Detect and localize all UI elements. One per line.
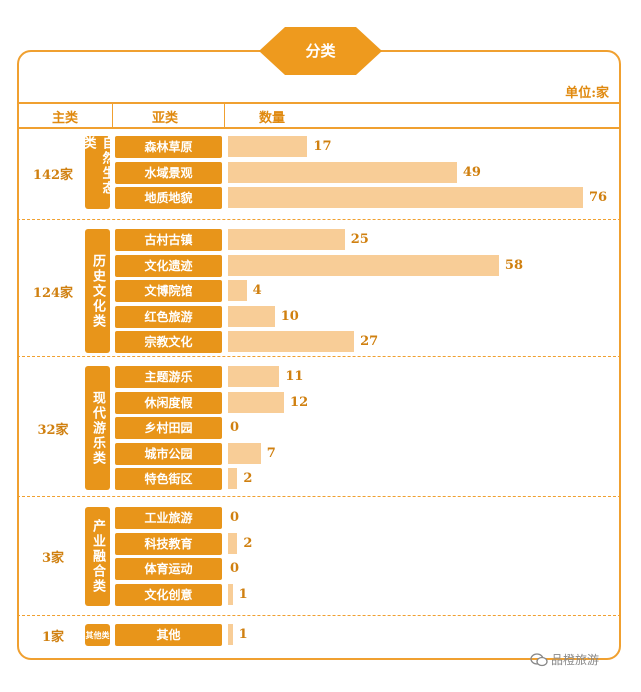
bar — [228, 584, 233, 605]
bar — [228, 533, 238, 554]
main-category-label: 自然生态类 — [81, 136, 115, 210]
data-label: 12 — [290, 395, 309, 410]
group-count: 124家 — [32, 286, 74, 302]
main-category-label: 其他类 — [85, 624, 110, 646]
subcategory-label: 科技教育 — [115, 533, 222, 555]
bar — [228, 136, 308, 157]
chart-title: 分类 — [305, 42, 336, 60]
subcategory-label: 地质地貌 — [115, 187, 222, 209]
subcategory-label: 宗教文化 — [115, 331, 222, 353]
subcategory-label: 主题游乐 — [115, 366, 222, 388]
subcategory-label: 水域景观 — [115, 162, 222, 184]
data-label: 7 — [266, 446, 276, 461]
data-label: 2 — [243, 471, 253, 486]
subcategory-label: 文化遗迹 — [115, 255, 222, 277]
bar — [228, 392, 285, 413]
group-separator-1 — [17, 219, 621, 220]
watermark-text: 品橙旅游 — [551, 653, 600, 667]
header-bottom-rule — [17, 127, 621, 129]
bar — [228, 624, 233, 645]
data-label: 0 — [230, 510, 240, 525]
data-label: 17 — [313, 139, 332, 154]
group-count: 32家 — [37, 423, 69, 439]
subcategory-label: 休闲度假 — [115, 392, 222, 414]
main-category-label: 历史文化类 — [85, 229, 110, 354]
subcategory-label: 红色旅游 — [115, 306, 222, 328]
group-separator-2 — [17, 356, 621, 357]
subcategory-label: 体育运动 — [115, 558, 222, 580]
watermark: 品橙旅游 — [530, 651, 599, 668]
title-banner: 分类 — [259, 27, 382, 75]
subcategory-label: 文博院馆 — [115, 280, 222, 302]
main-category-label: 现代游乐类 — [85, 366, 110, 491]
data-label: 1 — [238, 587, 248, 602]
group-count: 142家 — [32, 167, 74, 183]
header-divider-2 — [224, 104, 225, 127]
data-label: 25 — [350, 232, 369, 247]
unit-label: 单位:家 — [565, 86, 609, 101]
data-label: 49 — [462, 165, 481, 180]
header-divider-1 — [112, 104, 113, 127]
subcategory-label: 森林草原 — [115, 136, 222, 158]
data-label: 4 — [252, 283, 262, 298]
subcategory-label: 乡村田园 — [115, 417, 222, 439]
bar — [228, 468, 238, 489]
bar — [228, 443, 261, 464]
data-label: 1 — [238, 627, 248, 642]
data-label: 0 — [230, 561, 240, 576]
main-category-label: 产业融合类 — [85, 507, 110, 606]
group-separator-4 — [17, 615, 621, 616]
group-count: 1家 — [41, 630, 65, 645]
subcategory-label: 工业旅游 — [115, 507, 222, 529]
bar — [228, 306, 275, 327]
header-main: 主类 — [52, 111, 79, 126]
data-label: 10 — [280, 309, 299, 324]
bar — [228, 229, 345, 250]
bar — [228, 255, 499, 276]
title-hexagon — [259, 27, 382, 75]
bar — [228, 331, 355, 352]
data-label: 0 — [230, 420, 240, 435]
subcategory-label: 其他 — [115, 624, 222, 646]
subcategory-label: 特色街区 — [115, 468, 222, 490]
wechat-icon — [530, 652, 548, 667]
group-count: 3家 — [41, 551, 65, 567]
data-label: 27 — [360, 334, 379, 349]
header-top-rule — [17, 102, 621, 104]
data-label: 11 — [285, 369, 304, 384]
subcategory-label: 城市公园 — [115, 443, 222, 465]
subcategory-label: 文化创意 — [115, 584, 222, 606]
data-label: 76 — [589, 190, 608, 205]
bar — [228, 162, 457, 183]
bar — [228, 280, 247, 301]
subcategory-label: 古村古镇 — [115, 229, 222, 251]
data-label: 58 — [504, 258, 523, 273]
group-separator-3 — [17, 496, 621, 497]
header-sub: 亚类 — [152, 111, 179, 126]
bar — [228, 187, 583, 208]
data-label: 2 — [243, 536, 253, 551]
bar — [228, 366, 280, 387]
header-qty: 数量 — [259, 111, 286, 126]
